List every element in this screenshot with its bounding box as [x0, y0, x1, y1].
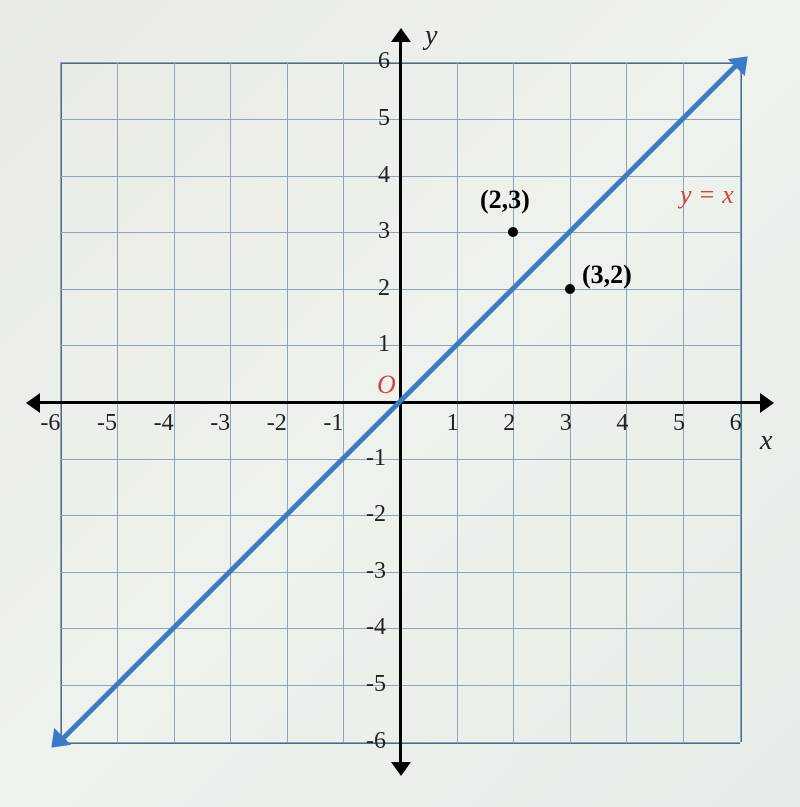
line-equation-label: y = x: [680, 180, 734, 210]
x-tick-label: 6: [730, 410, 742, 437]
x-tick-label: 5: [673, 410, 685, 437]
axis-arrow-icon: [760, 393, 774, 413]
point-label-3-2: (3,2): [582, 260, 632, 290]
x-tick-label: -2: [267, 410, 287, 437]
y-tick-label: 2: [378, 275, 390, 302]
x-tick-label: 2: [503, 410, 515, 437]
y-axis-label: y: [425, 20, 437, 52]
x-tick-label: -4: [154, 410, 174, 437]
y-tick-label: 3: [378, 218, 390, 245]
axis-arrow-icon: [391, 762, 411, 776]
x-tick-label: 3: [560, 410, 572, 437]
plotted-point: [508, 227, 518, 237]
y-tick-label: -2: [366, 501, 386, 528]
axis-arrow-icon: [26, 393, 40, 413]
x-tick-label: -3: [210, 410, 230, 437]
y-tick-label: -4: [366, 614, 386, 641]
y-tick-label: 5: [378, 105, 390, 132]
y-tick-label: 4: [378, 162, 390, 189]
y-tick-label: 6: [378, 48, 390, 75]
x-tick-label: 1: [447, 410, 459, 437]
y-tick-label: -5: [366, 671, 386, 698]
origin-label: O: [377, 370, 396, 400]
y-tick-label: -3: [366, 558, 386, 585]
x-axis-label: x: [760, 425, 772, 457]
x-tick-label: -1: [323, 410, 343, 437]
coordinate-plane: O y x y = x (2,3) (3,2) -6-5-4-3-2-11234…: [30, 30, 770, 777]
y-tick-label: -1: [366, 445, 386, 472]
x-tick-label: -6: [40, 410, 60, 437]
x-tick-label: -5: [97, 410, 117, 437]
y-tick-label: 1: [378, 331, 390, 358]
chart-container: O y x y = x (2,3) (3,2) -6 -5 -4 -3 -2 -1 1 2 3 4…: [0, 0, 800, 807]
x-tick-label: 4: [616, 410, 628, 437]
point-label-2-3: (2,3): [480, 185, 530, 215]
axis-arrow-icon: [391, 28, 411, 42]
plotted-point: [565, 284, 575, 294]
y-tick-label: -6: [366, 728, 386, 755]
